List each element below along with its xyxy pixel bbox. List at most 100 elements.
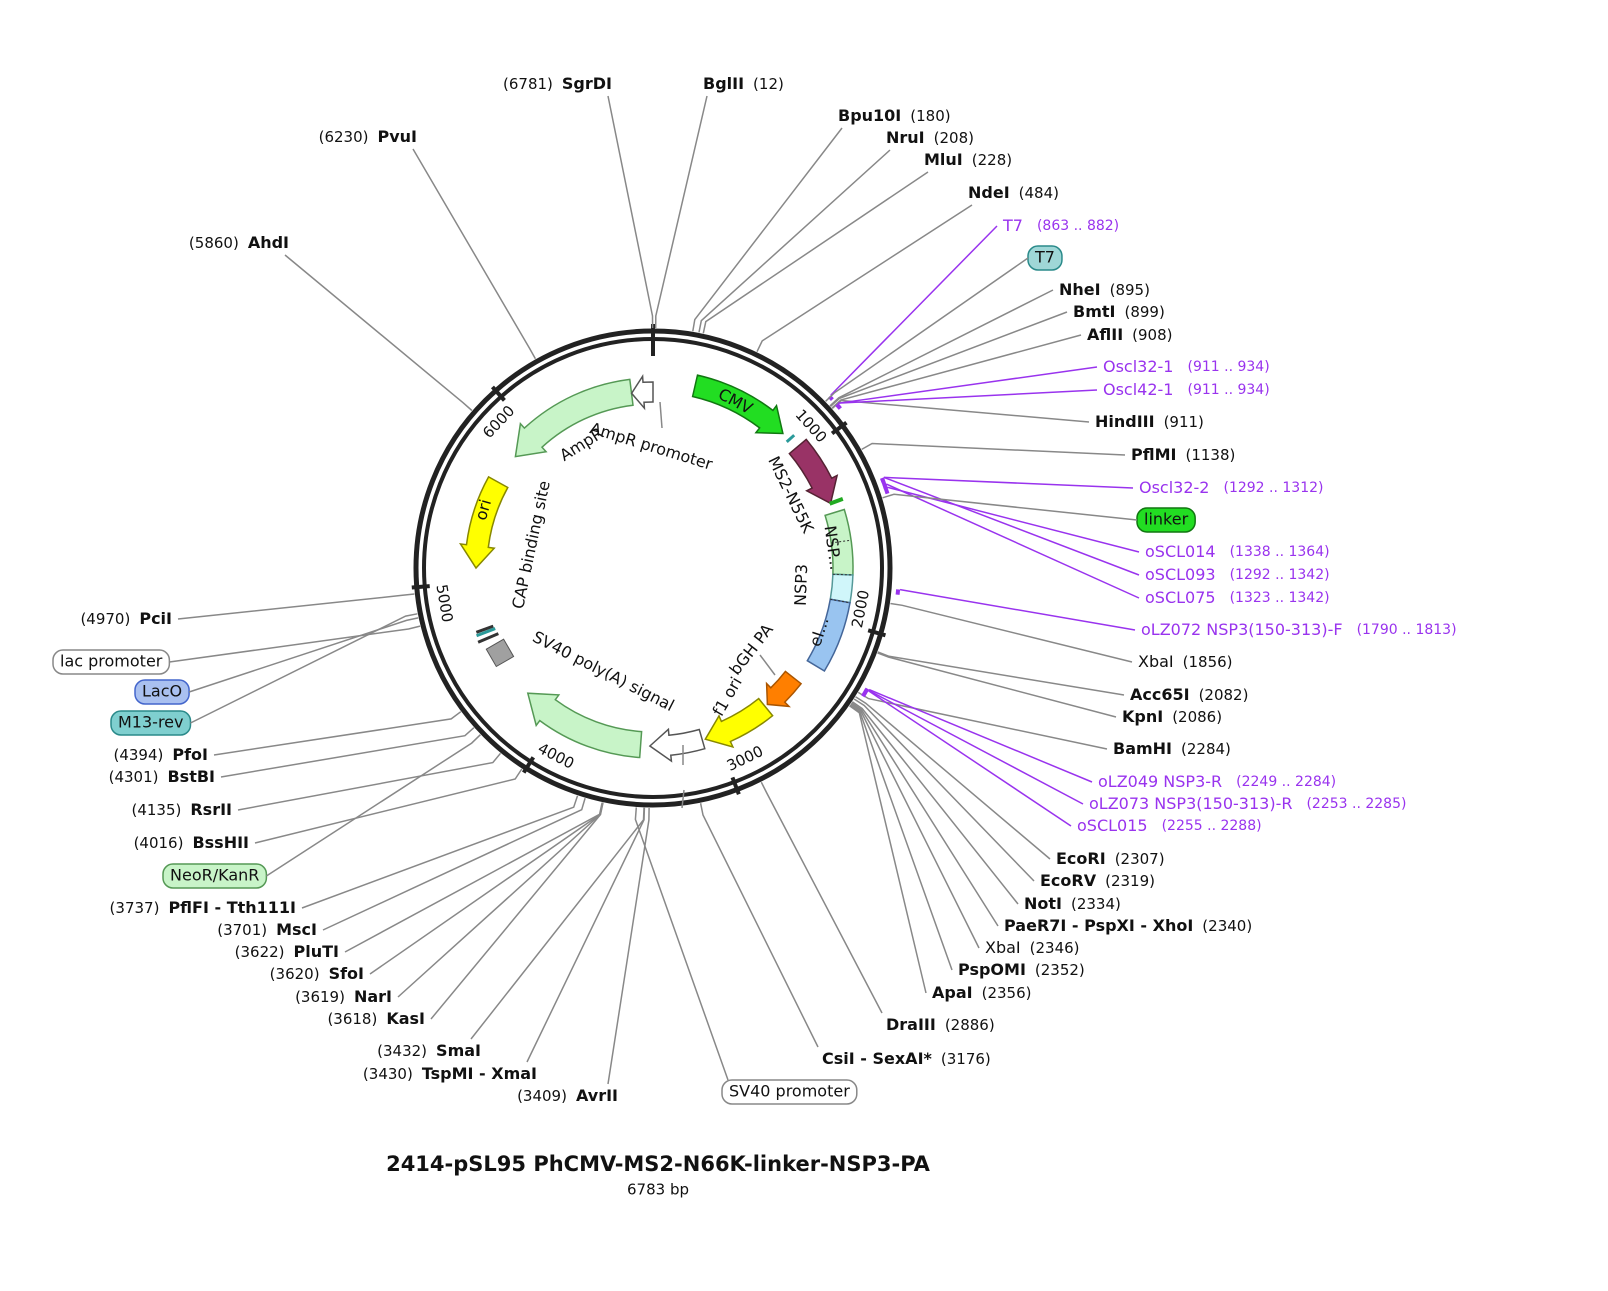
site-label: NheI (895) bbox=[1059, 280, 1150, 299]
feature-box-line bbox=[825, 257, 1029, 402]
site-label: EcoRV (2319) bbox=[1040, 871, 1155, 890]
site-label: (4135) RsrII bbox=[131, 800, 232, 819]
primer-mark bbox=[861, 688, 869, 698]
primer-label: oLZ072 NSP3(150-313)-F (1790 .. 1813) bbox=[1141, 620, 1457, 639]
site-line bbox=[861, 442, 1126, 456]
site-label: AflII (908) bbox=[1087, 325, 1173, 344]
site-position: (2307) bbox=[1115, 850, 1165, 868]
site-name: ApaI bbox=[932, 983, 973, 1002]
feature-arrow bbox=[630, 373, 654, 411]
feature-box-line bbox=[265, 734, 481, 877]
site-position: (228) bbox=[972, 151, 1012, 169]
primer-line bbox=[838, 366, 1098, 404]
site-name: XbaI bbox=[1138, 652, 1174, 671]
ring-tick-label: 6000 bbox=[479, 402, 518, 442]
site-line bbox=[692, 127, 843, 332]
site-line bbox=[853, 698, 1035, 882]
site-position: (4135) bbox=[131, 801, 181, 819]
feature-arrow bbox=[514, 378, 634, 458]
primer-range: (2255 .. 2288) bbox=[1162, 818, 1262, 834]
primer-mark bbox=[895, 589, 901, 595]
feature-divider bbox=[830, 598, 851, 604]
map-title: 2414-pSL95 PhCMV-MS2-N66K-linker-NSP3-PA bbox=[386, 1152, 931, 1176]
site-line bbox=[412, 148, 537, 360]
site-label: (3737) PflFI - Tth111I bbox=[110, 898, 296, 917]
site-label: PflMI (1138) bbox=[1131, 445, 1235, 464]
primer-name: oSCL093 bbox=[1145, 565, 1216, 584]
site-name: NdeI bbox=[968, 183, 1010, 202]
primer-label: oSCL015 (2255 .. 2288) bbox=[1077, 816, 1262, 835]
feature-arrow bbox=[526, 692, 643, 759]
site-label: (4970) PciI bbox=[80, 609, 172, 628]
site-position: (4301) bbox=[109, 768, 159, 786]
feature-label: NSP3 bbox=[791, 564, 811, 607]
site-line bbox=[857, 691, 1108, 750]
site-line bbox=[699, 803, 819, 1048]
site-position: (484) bbox=[1019, 184, 1059, 202]
site-label: (3619) NarI bbox=[295, 987, 392, 1006]
site-position: (3622) bbox=[235, 943, 285, 961]
site-name: PfoI bbox=[172, 745, 208, 764]
site-name: TspMI - XmaI bbox=[422, 1064, 537, 1083]
site-line bbox=[756, 204, 973, 353]
primer-line bbox=[830, 225, 998, 396]
site-line bbox=[890, 602, 1133, 663]
site-label: HindIII (911) bbox=[1095, 412, 1204, 431]
feature-arrow bbox=[829, 573, 854, 604]
site-position: (6781) bbox=[503, 75, 553, 93]
pointer-line bbox=[681, 789, 685, 809]
site-label: XbaI (2346) bbox=[985, 938, 1080, 957]
site-name: DraIII bbox=[886, 1015, 936, 1034]
feature-mark bbox=[477, 632, 499, 644]
site-name: PflFI - Tth111I bbox=[168, 898, 296, 917]
site-name: CsiI - SexAI* bbox=[822, 1049, 933, 1068]
site-name: AflII bbox=[1087, 325, 1123, 344]
site-line bbox=[470, 807, 645, 1040]
site-name: MscI bbox=[276, 920, 317, 939]
primer-label: oSCL014 (1338 .. 1364) bbox=[1145, 542, 1330, 561]
site-name: SgrDI bbox=[562, 74, 612, 93]
site-label: BglII (12) bbox=[703, 74, 784, 93]
site-label: (3432) SmaI bbox=[377, 1041, 481, 1060]
site-line bbox=[831, 399, 1090, 423]
feature-box-label: lac promoter bbox=[60, 652, 163, 671]
site-position: (3409) bbox=[517, 1087, 567, 1105]
backbone-inner bbox=[422, 337, 884, 799]
site-label: XbaI (1856) bbox=[1138, 652, 1233, 671]
primer-label: Oscl42-1 (911 .. 934) bbox=[1103, 380, 1270, 399]
primer-line bbox=[868, 688, 1093, 783]
site-label: PspOMI (2352) bbox=[958, 960, 1085, 979]
feature-label: AmpR promoter bbox=[588, 418, 716, 473]
feature-arrow bbox=[704, 697, 774, 749]
site-label: NruI (208) bbox=[886, 128, 974, 147]
primer-line bbox=[868, 690, 1072, 827]
site-position: (4394) bbox=[113, 746, 163, 764]
site-line bbox=[849, 705, 927, 994]
primer-mark bbox=[827, 395, 834, 401]
site-position: (3619) bbox=[295, 988, 345, 1006]
primer-line bbox=[838, 389, 1098, 404]
primer-name: Oscl42-1 bbox=[1103, 380, 1173, 399]
site-label: DraIII (2886) bbox=[886, 1015, 995, 1034]
site-line bbox=[851, 701, 1019, 905]
site-position: (911) bbox=[1164, 413, 1204, 431]
primer-name: oLZ049 NSP3-R bbox=[1098, 772, 1222, 791]
ring-tick bbox=[411, 584, 430, 590]
site-line bbox=[220, 727, 475, 778]
site-name: EcoRI bbox=[1056, 849, 1106, 868]
primer-label: oSCL093 (1292 .. 1342) bbox=[1145, 565, 1330, 584]
site-position: (908) bbox=[1132, 326, 1172, 344]
site-line bbox=[702, 171, 929, 334]
feature-box-label: M13-rev bbox=[118, 713, 183, 732]
feature-box-line bbox=[190, 613, 418, 724]
site-line bbox=[829, 289, 1054, 407]
site-line bbox=[851, 702, 999, 927]
site-position: (3176) bbox=[941, 1050, 991, 1068]
primer-range: (2253 .. 2285) bbox=[1306, 796, 1406, 812]
site-line bbox=[760, 781, 883, 1014]
feature-arrow bbox=[458, 475, 509, 570]
site-label: (4016) BssHII bbox=[134, 833, 249, 852]
feature-mark bbox=[828, 497, 844, 506]
site-line bbox=[829, 311, 1068, 408]
site-position: (5860) bbox=[189, 234, 239, 252]
